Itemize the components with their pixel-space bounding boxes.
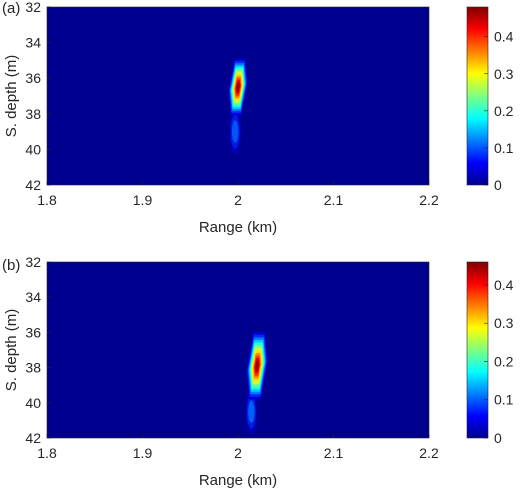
x-tick-label: 1.9 [133,192,153,208]
panel-label: (a) [2,0,20,17]
panel-label: (b) [2,257,20,274]
y-axis-label: S. depth (m) [3,55,20,138]
colorbar-tick-labels: 0 0.1 0.2 0.3 0.4 [484,277,514,446]
y-tick-label: 32 [25,254,41,270]
colorbar [466,6,489,186]
y-axis-label: S. depth (m) [3,309,20,392]
colorbar-tick-label: 0 [494,430,502,446]
y-tick-label: 32 [25,0,41,15]
x-tick-label: 2.1 [324,192,344,208]
x-tick-label: 1.9 [133,445,153,461]
heatmap-cell [255,360,259,372]
y-tick-label: 38 [25,360,41,376]
colorbar-tick-label: 0.3 [494,315,514,331]
x-tick-label: 2 [234,192,242,208]
y-tick-label: 40 [25,395,41,411]
heatmap-blobs [245,332,268,435]
y-tick-label: 38 [25,106,41,122]
x-tick-label: 2.2 [419,445,439,461]
x-tick-label: 1.8 [37,192,57,208]
colorbar [466,261,489,439]
x-axis-label: Range (km) [199,219,277,236]
x-tick-label: 2.2 [419,192,439,208]
colorbar-tick-label: 0.2 [494,353,514,369]
colorbar-tick-label: 0.4 [494,277,514,293]
panel-a: (a) 1.8 1.9 2 2.1 2.2 32 34 36 38 40 42 Range (km… [2,0,514,236]
y-tick-labels: 32 34 36 38 40 42 [25,0,51,193]
y-tick-label: 34 [25,289,41,305]
heatmap-cell [236,82,240,92]
x-tick-label: 2.1 [324,445,344,461]
heatmap-blobs [228,58,248,155]
y-tick-label: 36 [25,324,41,340]
y-tick-label: 42 [25,177,41,193]
colorbar-tick-label: 0.3 [494,66,514,82]
colorbar-tick-label: 0.4 [494,29,514,45]
y-tick-label: 36 [25,70,41,86]
x-tick-labels: 1.8 1.9 2 2.1 2.2 [37,434,439,461]
heatmap-cell [231,120,239,143]
heatmap-background [47,262,429,438]
colorbar-tick-label: 0.2 [494,103,514,119]
colorbar-tick-label: 0.1 [494,140,514,156]
x-tick-label: 1.8 [37,445,57,461]
panel-b: (b) 1.8 1.9 2 2.1 2.2 32 34 36 38 40 42 Range (km… [2,254,514,489]
heatmap-cell [248,400,255,423]
x-axis-label: Range (km) [199,472,277,489]
x-tick-labels: 1.8 1.9 2 2.1 2.2 [37,181,439,208]
y-tick-labels: 32 34 36 38 40 42 [25,254,51,446]
colorbar-tick-label: 0.1 [494,392,514,408]
colorbar-tick-labels: 0 0.1 0.2 0.3 0.4 [484,29,514,193]
x-tick-label: 2 [234,445,242,461]
y-tick-label: 42 [25,430,41,446]
colorbar-tick-label: 0 [494,177,502,193]
y-tick-label: 34 [25,35,41,51]
y-tick-label: 40 [25,141,41,157]
